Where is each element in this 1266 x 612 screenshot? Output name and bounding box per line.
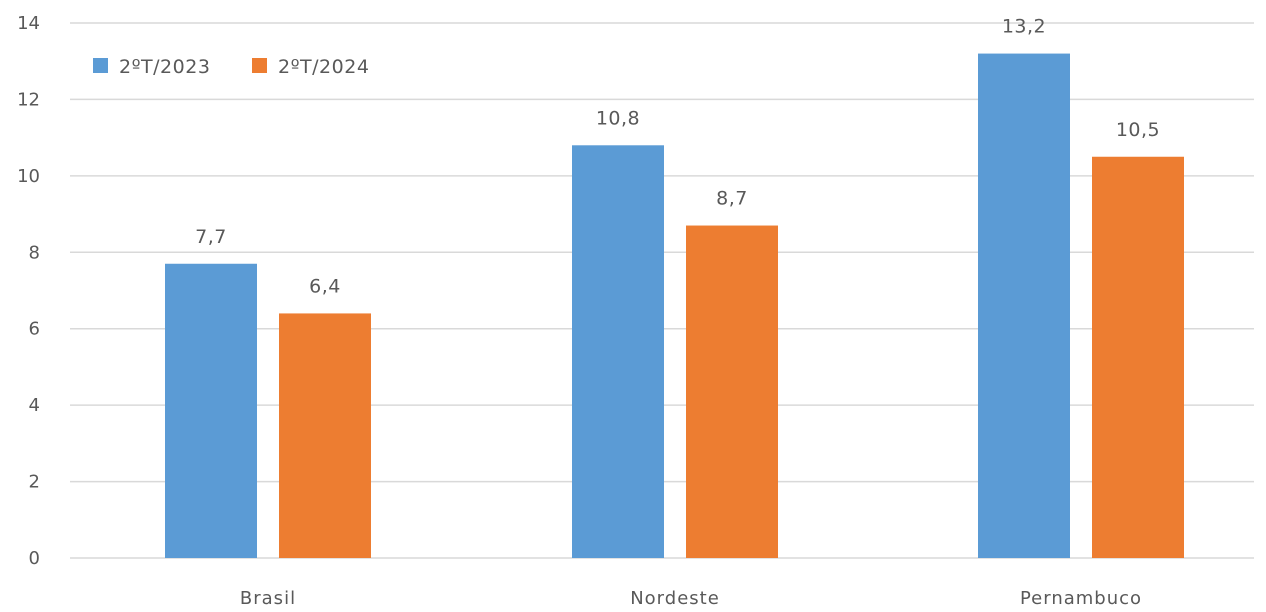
y-tick-label: 6	[29, 319, 40, 340]
data-label: 10,8	[596, 107, 640, 129]
data-label: 10,5	[1116, 119, 1160, 141]
x-category-label: Pernambuco	[1020, 588, 1142, 608]
legend-label-series-2: 2ºT/2024	[278, 56, 369, 78]
bars	[165, 53, 1184, 559]
data-label: 13,2	[1002, 16, 1046, 38]
bar-nordeste-series-1	[572, 145, 664, 559]
data-label: 6,4	[309, 275, 341, 297]
x-category-label: Nordeste	[630, 588, 720, 608]
y-tick-label: 4	[29, 395, 40, 416]
legend: 2ºT/2023 2ºT/2024	[93, 56, 369, 78]
data-labels: 7,7 10,8 13,2 6,4 8,7 10,5	[195, 16, 1160, 298]
data-label: 7,7	[195, 226, 227, 248]
bar-brasil-series-2	[279, 313, 371, 558]
y-axis-ticks: 0 2 4 6 8 10 12 14	[17, 13, 40, 569]
y-tick-label: 10	[17, 166, 40, 187]
legend-swatch-series-2	[252, 58, 267, 73]
bar-nordeste-series-2	[686, 225, 778, 559]
y-tick-label: 8	[29, 242, 40, 263]
bar-pernambuco-series-1	[978, 53, 1070, 558]
bar-brasil-series-1	[165, 263, 257, 558]
legend-label-series-1: 2ºT/2023	[119, 56, 210, 78]
bar-pernambuco-series-2	[1092, 156, 1184, 558]
legend-swatch-series-1	[93, 58, 108, 73]
y-tick-label: 12	[17, 89, 40, 110]
y-tick-label: 0	[29, 548, 40, 569]
data-label: 8,7	[716, 188, 748, 210]
x-axis-categories: Brasil Nordeste Pernambuco	[240, 588, 1142, 609]
x-category-label: Brasil	[240, 588, 296, 608]
y-tick-label: 2	[29, 472, 40, 493]
y-tick-label: 14	[17, 13, 40, 34]
